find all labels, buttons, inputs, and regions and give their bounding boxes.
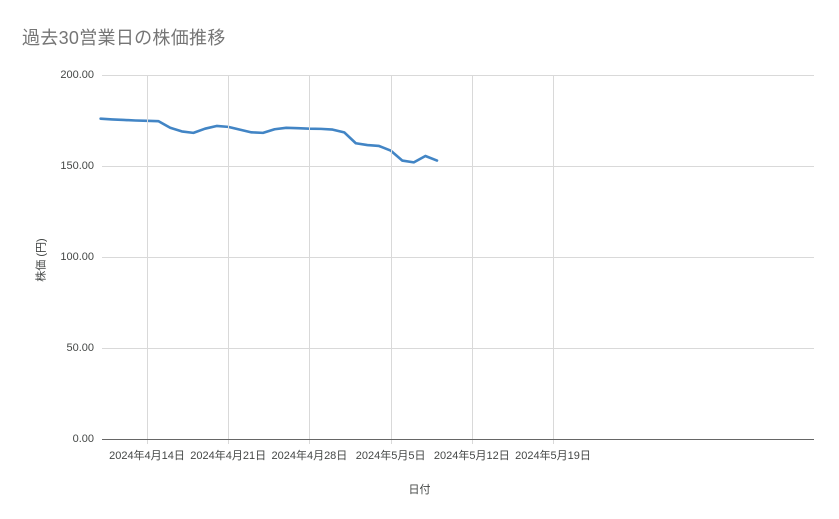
gridline-horizontal xyxy=(102,75,814,76)
x-axis-tick-mark xyxy=(390,439,392,444)
gridline-vertical xyxy=(553,75,554,439)
gridline-vertical xyxy=(147,75,148,439)
series-line-stock-price xyxy=(99,117,439,164)
x-axis-tick-label: 2024年4月21日 xyxy=(190,450,267,462)
y-axis-title: 株価 (円) xyxy=(35,237,48,282)
x-axis-title: 日付 xyxy=(408,484,431,496)
gridline-horizontal xyxy=(102,166,814,167)
gridline-horizontal xyxy=(102,348,814,349)
gridline-vertical xyxy=(471,75,473,439)
x-axis-tick-label: 2024年4月14日 xyxy=(109,450,185,462)
chart-title: 過去30営業日の株価推移 xyxy=(22,28,226,48)
x-axis-tick-mark xyxy=(228,439,230,444)
x-axis-tick-mark xyxy=(471,439,473,444)
x-axis-tick-mark xyxy=(309,439,311,444)
y-axis-tick-label: 0.00 xyxy=(72,433,94,445)
gridline-horizontal xyxy=(102,257,814,258)
x-axis-tick-mark xyxy=(553,439,554,444)
y-axis-tick-label: 150.00 xyxy=(60,160,94,172)
x-axis-line xyxy=(102,439,814,440)
x-axis-tick-label: 2024年5月12日 xyxy=(433,450,510,462)
series-line-layer xyxy=(99,117,439,164)
y-axis-tick-labels: 0.00 50.00 100.00 150.00 200.00 xyxy=(0,0,94,519)
gridline-vertical xyxy=(390,75,392,439)
plot-area xyxy=(99,75,814,444)
x-axis-tick-mark xyxy=(147,439,148,444)
x-axis-tick-label: 2024年5月19日 xyxy=(515,450,591,462)
gridline-vertical xyxy=(309,75,311,439)
y-axis-tick-label: 50.00 xyxy=(66,342,94,354)
gridline-vertical xyxy=(228,75,230,439)
x-axis-tick-label: 2024年5月5日 xyxy=(355,450,426,462)
y-axis-tick-label: 200.00 xyxy=(60,69,94,81)
y-axis-tick-label: 100.00 xyxy=(60,251,94,263)
x-axis-tick-label: 2024年4月28日 xyxy=(271,450,348,462)
